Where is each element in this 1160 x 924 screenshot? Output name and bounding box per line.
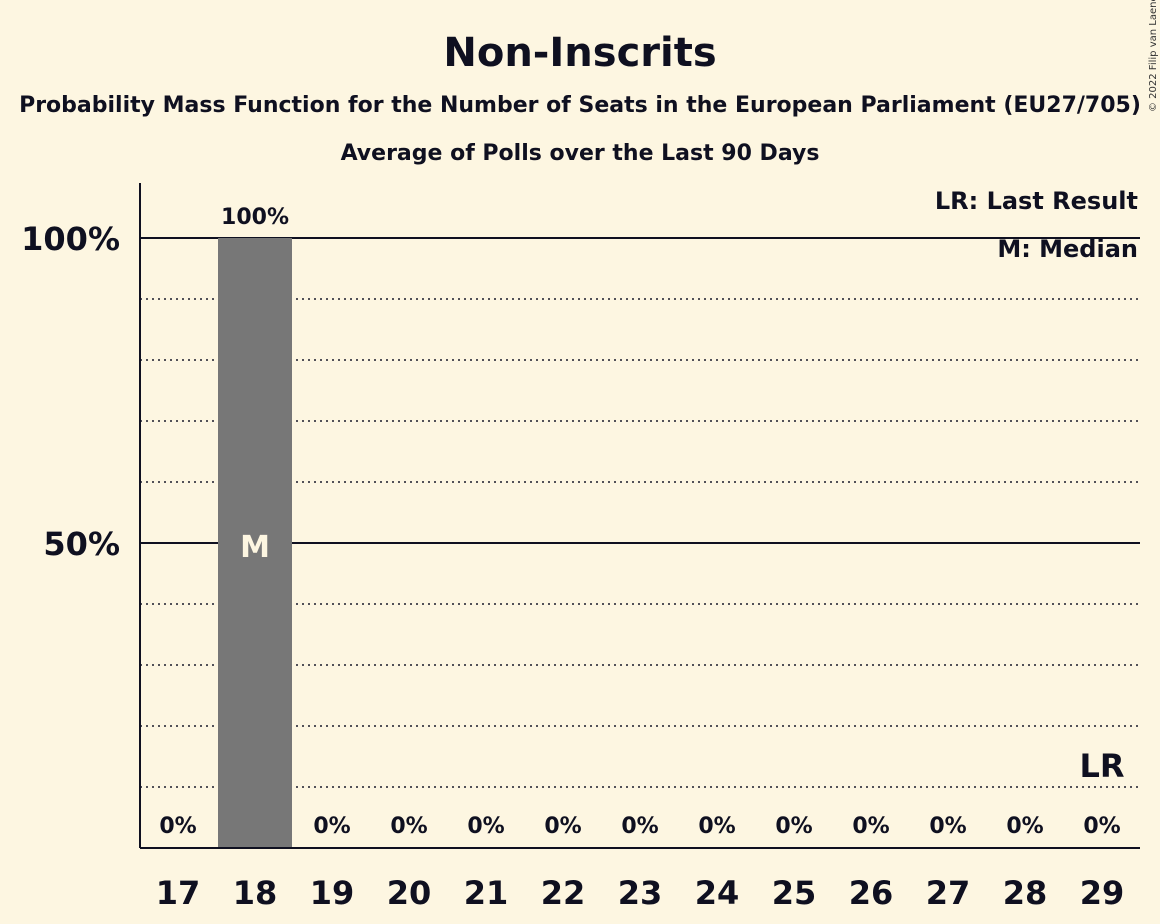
chart-subtitle-secondary: Average of Polls over the Last 90 Days	[341, 141, 820, 166]
x-tick-label: 18	[233, 874, 278, 912]
x-tick-label: 24	[695, 874, 740, 912]
median-marker: M	[240, 530, 270, 565]
bar-value-label: 0%	[313, 814, 350, 839]
x-tick-label: 17	[156, 874, 201, 912]
legend-last-result: LR: Last Result	[935, 187, 1138, 215]
bar-value-label: 0%	[467, 814, 504, 839]
x-tick-label: 21	[464, 874, 509, 912]
chart-subtitle: Probability Mass Function for the Number…	[19, 93, 1141, 118]
x-tick-label: 28	[1003, 874, 1048, 912]
y-tick-label: 50%	[43, 525, 120, 563]
bar-18	[218, 238, 292, 848]
legend-median: M: Median	[997, 235, 1138, 263]
x-tick-label: 26	[849, 874, 894, 912]
bars	[218, 238, 292, 848]
copyright-notice: © 2022 Filip van Laenen	[1148, 0, 1159, 112]
x-tick-label: 29	[1080, 874, 1125, 912]
x-tick-label: 20	[387, 874, 432, 912]
gridlines	[140, 237, 1140, 788]
chart-title: Non-Inscrits	[443, 30, 716, 76]
bar-value-label: 0%	[390, 814, 427, 839]
axes	[139, 183, 1140, 849]
bar-value-label: 0%	[1006, 814, 1043, 839]
bar-value-label: 0%	[621, 814, 658, 839]
x-tick-label: 27	[926, 874, 971, 912]
y-tick-label: 100%	[21, 220, 120, 258]
bar-value-label: 0%	[544, 814, 581, 839]
bar-value-label: 0%	[852, 814, 889, 839]
labels: 50% 100% 17 0% 18 100% 19 0% 20 0% 21 0% 22 0% 23 0% 24 0…	[21, 205, 1124, 912]
last-result-marker: LR	[1079, 747, 1124, 785]
bar-value-label: 0%	[775, 814, 812, 839]
x-tick-label: 25	[772, 874, 817, 912]
bar-value-label: 100%	[221, 205, 289, 230]
x-tick-label: 22	[541, 874, 586, 912]
x-tick-label: 19	[310, 874, 355, 912]
bar-value-label: 0%	[929, 814, 966, 839]
x-tick-label: 23	[618, 874, 663, 912]
bar-value-label: 0%	[698, 814, 735, 839]
bar-value-label: 0%	[1083, 814, 1120, 839]
bar-value-label: 0%	[159, 814, 196, 839]
